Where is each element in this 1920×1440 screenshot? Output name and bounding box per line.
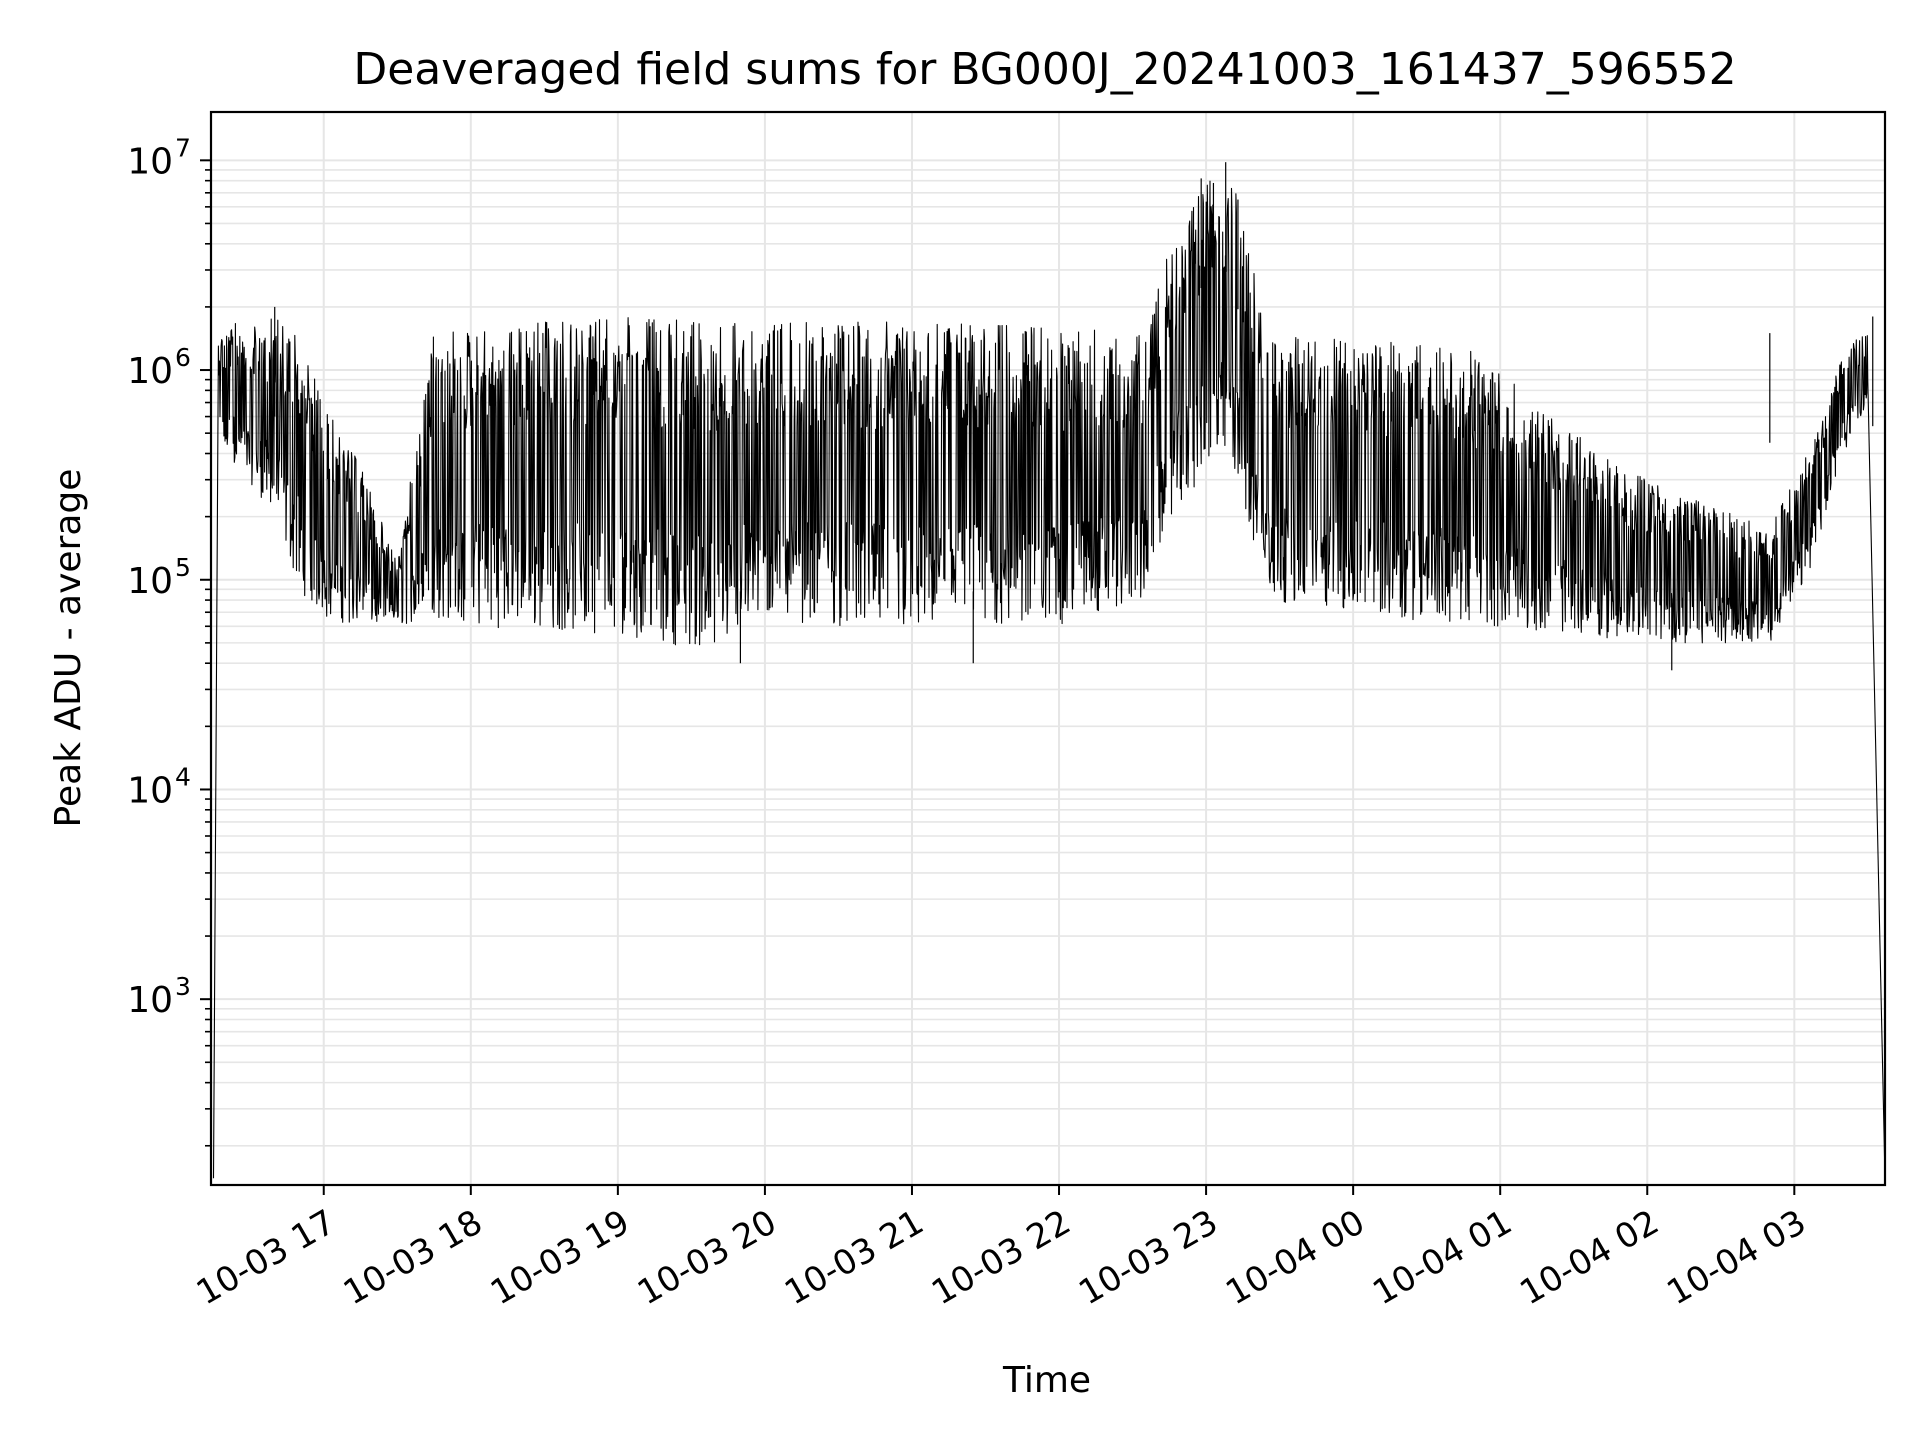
grid-lines	[211, 112, 1885, 1185]
y-tick-label: 10	[127, 141, 173, 182]
y-tick-label-exponent: 4	[175, 762, 191, 791]
y-tick-label: 10	[127, 561, 173, 602]
series-line	[212, 180, 1886, 1179]
y-tick-label: 10	[127, 770, 173, 811]
y-tick-label: 10	[127, 351, 173, 392]
plot-area	[212, 162, 1886, 1179]
y-tick-label-exponent: 6	[175, 343, 191, 372]
chart-title: Deaveraged field sums for BG000J_2024100…	[353, 44, 1736, 95]
y-axis-label: Peak ADU - average	[48, 469, 89, 828]
y-tick-label-exponent: 5	[175, 553, 191, 582]
y-tick-label: 10	[127, 980, 173, 1021]
y-tick-label-exponent: 7	[175, 133, 191, 162]
plot-frame	[209, 110, 1887, 1187]
y-tick-label-exponent: 3	[175, 972, 191, 1001]
x-axis-label: Time	[1002, 1360, 1091, 1401]
